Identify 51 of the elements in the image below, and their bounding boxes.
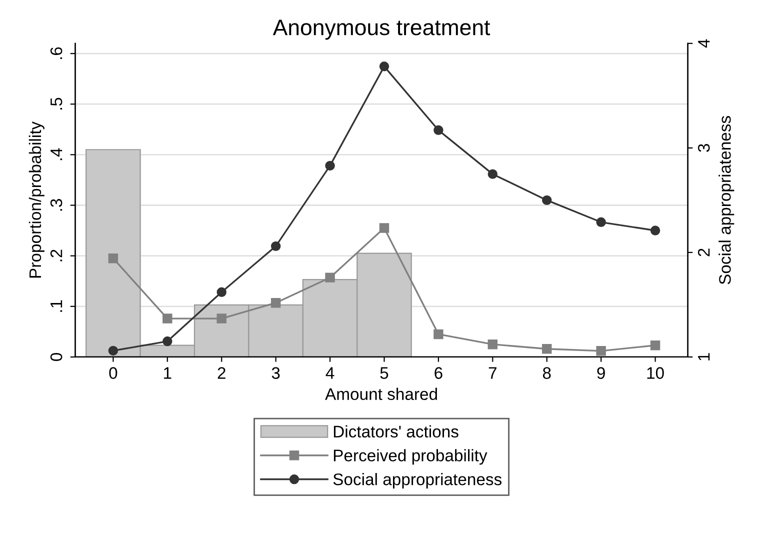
y-tick-label: 0 xyxy=(50,352,62,361)
x-tick-label: 8 xyxy=(542,367,551,379)
x-tick-label: 1 xyxy=(164,367,172,379)
x-tick-label: 7 xyxy=(488,367,496,379)
y2-tick-label: 3 xyxy=(698,144,710,152)
point xyxy=(325,272,335,282)
point xyxy=(108,346,118,356)
point xyxy=(596,346,606,356)
x-tick-label: 5 xyxy=(380,367,388,379)
point xyxy=(108,253,118,264)
point xyxy=(379,62,390,72)
point xyxy=(162,336,172,346)
y2-tick-label: 4 xyxy=(698,39,710,48)
x-tick-label: 10 xyxy=(647,367,664,379)
x-tick-label: 0 xyxy=(109,367,118,379)
y-tick-label: .5 xyxy=(50,98,62,110)
point xyxy=(216,287,226,298)
x-tick-label: 2 xyxy=(218,367,226,379)
point xyxy=(542,195,552,206)
point xyxy=(542,344,552,354)
y-tick-label: .3 xyxy=(50,199,62,211)
y-tick-label: .1 xyxy=(50,300,62,312)
legend-label: Perceived probability xyxy=(334,449,488,465)
point xyxy=(488,339,498,350)
x-tick-label: 3 xyxy=(272,367,280,379)
point xyxy=(434,125,444,136)
x-tick-label: 6 xyxy=(434,367,442,379)
point xyxy=(216,314,226,324)
x-tick-label: 9 xyxy=(597,367,605,379)
point xyxy=(434,329,444,340)
y2-tick-label: 2 xyxy=(698,248,710,256)
y2-tick-label: 1 xyxy=(698,353,710,360)
y-tick-label: .2 xyxy=(50,250,62,262)
point xyxy=(379,223,390,233)
point xyxy=(488,169,498,179)
chart-title: Anonymous treatment xyxy=(272,20,490,40)
point xyxy=(325,160,335,171)
point xyxy=(270,298,281,308)
x-tick-label: 4 xyxy=(326,367,334,379)
y-tick-label: .6 xyxy=(50,47,62,59)
point xyxy=(650,226,660,236)
point xyxy=(270,241,281,252)
point xyxy=(596,217,606,228)
y-axis-title: Proportion/probability xyxy=(28,121,44,278)
legend-label: Social appropriateness xyxy=(333,473,502,489)
point xyxy=(650,340,660,350)
y-tick-label: .4 xyxy=(50,148,62,160)
x-axis-title: Amount shared xyxy=(325,388,437,400)
legend-label: Dictators' actions xyxy=(334,425,458,438)
point xyxy=(162,314,172,324)
y2-axis-title: Social appropriateness xyxy=(718,116,734,284)
